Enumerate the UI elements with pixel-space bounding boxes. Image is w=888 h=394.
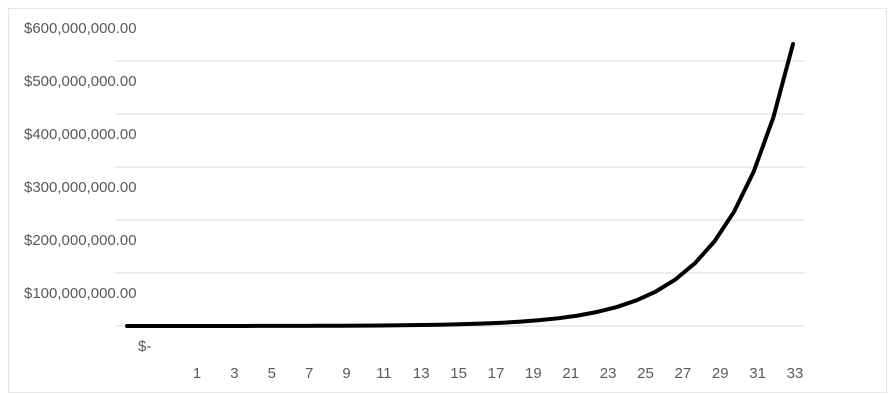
- y-tick-label: $200,000,000.00: [24, 232, 137, 249]
- x-tick-label: 27: [675, 365, 692, 382]
- x-tick-label: 11: [376, 365, 392, 382]
- y-tick-label: $300,000,000.00: [24, 179, 137, 196]
- x-tick-label: 3: [230, 365, 238, 382]
- x-tick-label: 21: [562, 365, 579, 382]
- y-tick-label: $100,000,000.00: [24, 285, 137, 302]
- y-tick-label: $600,000,000.00: [24, 20, 137, 37]
- x-tick-label: 7: [305, 365, 313, 382]
- y-tick-label: $-: [138, 338, 151, 355]
- x-tick-label: 5: [268, 365, 276, 382]
- x-tick-label: 33: [787, 365, 804, 382]
- y-tick-label: $500,000,000.00: [24, 73, 137, 90]
- x-tick-label: 23: [600, 365, 617, 382]
- x-tick-label: 25: [637, 365, 654, 382]
- x-tick-label: 19: [525, 365, 542, 382]
- x-tick-label: 31: [749, 365, 766, 382]
- x-tick-label: 15: [450, 365, 467, 382]
- y-tick-label: $400,000,000.00: [24, 126, 137, 143]
- x-tick-label: 13: [413, 365, 430, 382]
- x-tick-label: 17: [488, 365, 505, 382]
- x-tick-label: 9: [342, 365, 350, 382]
- x-tick-label: 1: [193, 365, 201, 382]
- line-series: [125, 42, 795, 328]
- chart-border: [8, 8, 887, 393]
- x-tick-label: 29: [712, 365, 729, 382]
